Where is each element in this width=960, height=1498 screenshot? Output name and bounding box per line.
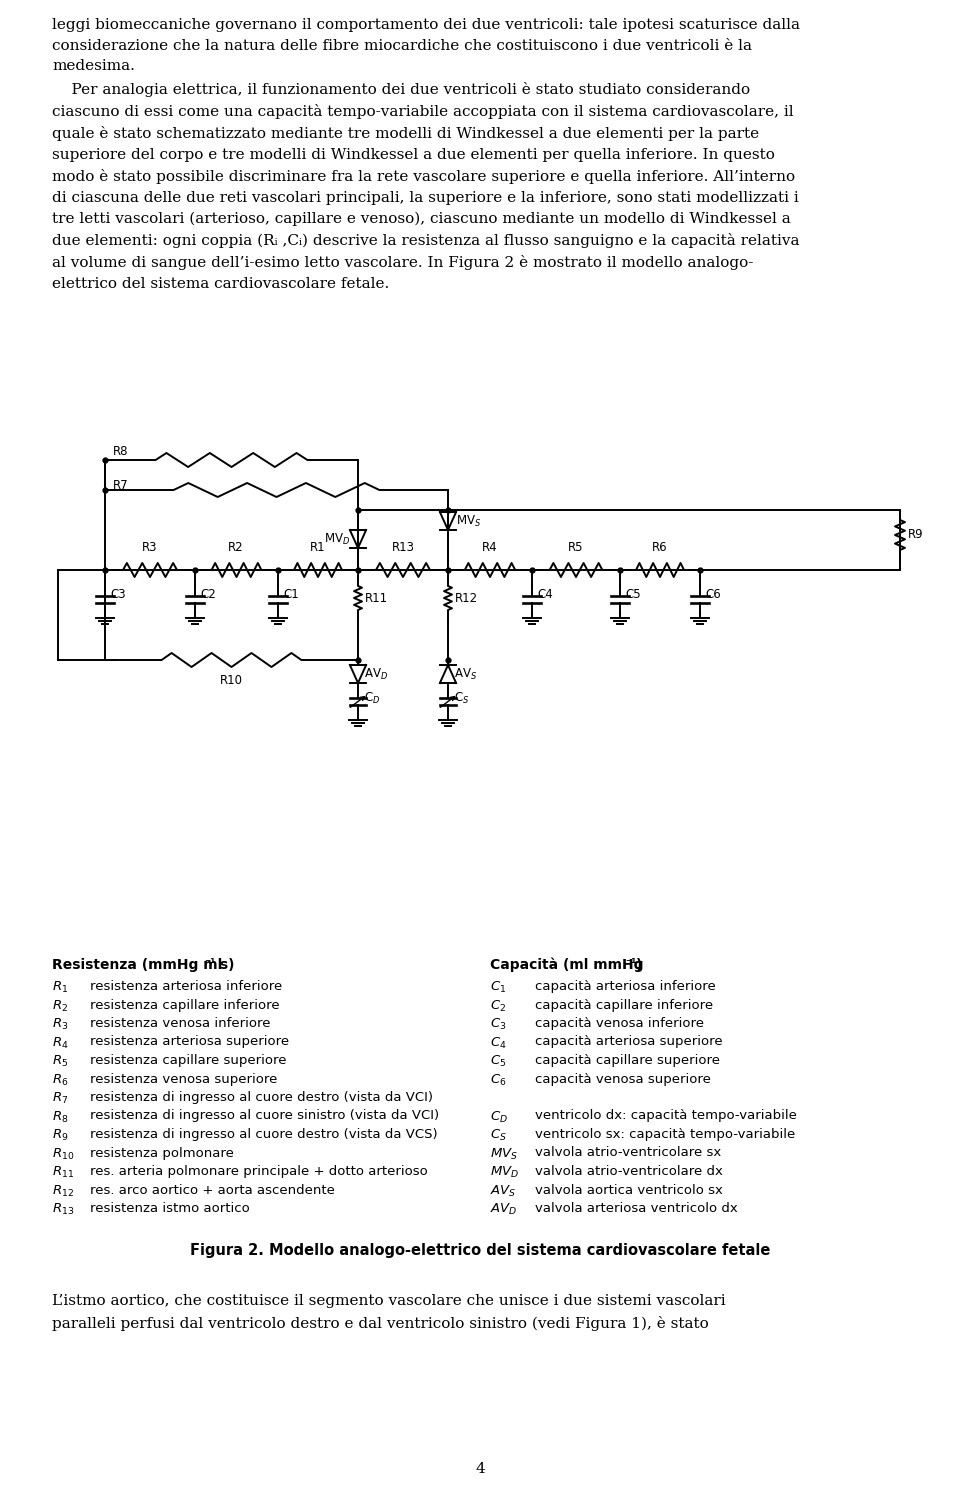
Text: resistenza istmo aortico: resistenza istmo aortico [90, 1201, 250, 1215]
Text: C4: C4 [537, 587, 553, 601]
Text: C$_S$: C$_S$ [454, 691, 469, 706]
Text: capacità arteriosa inferiore: capacità arteriosa inferiore [535, 980, 716, 993]
Text: AV$_S$: AV$_S$ [454, 667, 477, 682]
Text: resistenza capillare superiore: resistenza capillare superiore [90, 1055, 286, 1067]
Text: resistenza di ingresso al cuore sinistro (vista da VCI): resistenza di ingresso al cuore sinistro… [90, 1110, 439, 1122]
Text: C2: C2 [200, 587, 216, 601]
Text: $\mathit{R_{11}}$: $\mathit{R_{11}}$ [52, 1165, 74, 1180]
Text: AV$_D$: AV$_D$ [364, 667, 388, 682]
Text: $\mathit{R_5}$: $\mathit{R_5}$ [52, 1055, 68, 1070]
Text: capacità capillare inferiore: capacità capillare inferiore [535, 999, 713, 1011]
Text: capacità capillare superiore: capacità capillare superiore [535, 1055, 720, 1067]
Text: capacità venosa superiore: capacità venosa superiore [535, 1073, 710, 1086]
Text: ⁻¹: ⁻¹ [625, 957, 636, 971]
Text: res. arteria polmonare principale + dotto arterioso: res. arteria polmonare principale + dott… [90, 1165, 428, 1177]
Text: L’istmo aortico, che costituisce il segmento vascolare che unisce i due sistemi : L’istmo aortico, che costituisce il segm… [52, 1294, 726, 1330]
Text: $\mathit{AV_D}$: $\mathit{AV_D}$ [490, 1201, 517, 1216]
Text: MV$_D$: MV$_D$ [324, 532, 350, 547]
Text: R13: R13 [392, 541, 415, 554]
Text: Resistenza (mmHg ml: Resistenza (mmHg ml [52, 959, 223, 972]
Text: $\mathit{R_3}$: $\mathit{R_3}$ [52, 1017, 68, 1032]
Text: leggi biomeccaniche governano il comportamento dei due ventricoli: tale ipotesi : leggi biomeccaniche governano il comport… [52, 18, 800, 73]
Text: R2: R2 [228, 541, 244, 554]
Text: s): s) [215, 959, 234, 972]
Text: $\mathit{R_{13}}$: $\mathit{R_{13}}$ [52, 1201, 74, 1216]
Text: R12: R12 [455, 592, 478, 605]
Text: C6: C6 [705, 587, 721, 601]
Text: R11: R11 [365, 592, 388, 605]
Text: C3: C3 [110, 587, 126, 601]
Text: $\mathit{R_8}$: $\mathit{R_8}$ [52, 1110, 68, 1125]
Text: ventricolo sx: capacità tempo-variabile: ventricolo sx: capacità tempo-variabile [535, 1128, 795, 1141]
Text: valvola aortica ventricolo sx: valvola aortica ventricolo sx [535, 1183, 723, 1197]
Text: $\mathit{C_D}$: $\mathit{C_D}$ [490, 1110, 508, 1125]
Text: valvola atrio-ventricolare dx: valvola atrio-ventricolare dx [535, 1165, 723, 1177]
Text: $\mathit{C_3}$: $\mathit{C_3}$ [490, 1017, 506, 1032]
Text: $\mathit{C_4}$: $\mathit{C_4}$ [490, 1035, 507, 1050]
Text: capacità arteriosa superiore: capacità arteriosa superiore [535, 1035, 723, 1049]
Text: $\mathit{R_1}$: $\mathit{R_1}$ [52, 980, 68, 995]
Text: resistenza di ingresso al cuore destro (vista da VCI): resistenza di ingresso al cuore destro (… [90, 1091, 433, 1104]
Text: capacità venosa inferiore: capacità venosa inferiore [535, 1017, 704, 1031]
Text: ): ) [636, 959, 642, 972]
Text: resistenza arteriosa superiore: resistenza arteriosa superiore [90, 1035, 289, 1049]
Text: valvola arteriosa ventricolo dx: valvola arteriosa ventricolo dx [535, 1201, 737, 1215]
Text: $\mathit{R_{10}}$: $\mathit{R_{10}}$ [52, 1146, 74, 1161]
Text: $\mathit{C_S}$: $\mathit{C_S}$ [490, 1128, 507, 1143]
Text: R3: R3 [142, 541, 157, 554]
Text: R6: R6 [652, 541, 668, 554]
Text: R1: R1 [310, 541, 325, 554]
Text: $\mathit{MV_S}$: $\mathit{MV_S}$ [490, 1146, 518, 1161]
Text: C$_D$: C$_D$ [364, 691, 380, 706]
Text: 4: 4 [475, 1462, 485, 1476]
Text: $\mathit{MV_D}$: $\mathit{MV_D}$ [490, 1165, 519, 1180]
Text: resistenza capillare inferiore: resistenza capillare inferiore [90, 999, 279, 1011]
Text: Per analogia elettrica, il funzionamento dei due ventricoli è stato studiato con: Per analogia elettrica, il funzionamento… [52, 82, 800, 291]
Text: resistenza venosa inferiore: resistenza venosa inferiore [90, 1017, 271, 1031]
Text: $\mathit{C_1}$: $\mathit{C_1}$ [490, 980, 506, 995]
Text: Capacità (ml mmHg: Capacità (ml mmHg [490, 959, 643, 972]
Text: $\mathit{C_6}$: $\mathit{C_6}$ [490, 1073, 507, 1088]
Text: $\mathit{R_4}$: $\mathit{R_4}$ [52, 1035, 68, 1050]
Text: $\mathit{R_{12}}$: $\mathit{R_{12}}$ [52, 1183, 74, 1198]
Text: ventricolo dx: capacità tempo-variabile: ventricolo dx: capacità tempo-variabile [535, 1110, 797, 1122]
Text: C5: C5 [625, 587, 640, 601]
Text: R9: R9 [908, 529, 924, 541]
Text: $\mathit{AV_S}$: $\mathit{AV_S}$ [490, 1183, 516, 1198]
Text: resistenza arteriosa inferiore: resistenza arteriosa inferiore [90, 980, 282, 993]
Text: $\mathit{R_9}$: $\mathit{R_9}$ [52, 1128, 68, 1143]
Text: valvola atrio-ventricolare sx: valvola atrio-ventricolare sx [535, 1146, 721, 1159]
Text: R7: R7 [113, 479, 129, 491]
Text: resistenza polmonare: resistenza polmonare [90, 1146, 234, 1159]
Text: $\mathit{C_5}$: $\mathit{C_5}$ [490, 1055, 506, 1070]
Text: Figura 2. Modello analogo-elettrico del sistema cardiovascolare fetale: Figura 2. Modello analogo-elettrico del … [190, 1242, 770, 1257]
Text: resistenza di ingresso al cuore destro (vista da VCS): resistenza di ingresso al cuore destro (… [90, 1128, 438, 1141]
Text: R4: R4 [482, 541, 498, 554]
Text: $\mathit{R_2}$: $\mathit{R_2}$ [52, 999, 68, 1014]
Text: R10: R10 [220, 674, 243, 688]
Text: R5: R5 [568, 541, 584, 554]
Text: MV$_S$: MV$_S$ [456, 514, 481, 529]
Text: resistenza venosa superiore: resistenza venosa superiore [90, 1073, 277, 1086]
Text: $\mathit{R_7}$: $\mathit{R_7}$ [52, 1091, 68, 1106]
Text: $\mathit{C_2}$: $\mathit{C_2}$ [490, 999, 506, 1014]
Text: R8: R8 [113, 445, 129, 458]
Text: ⁻¹: ⁻¹ [204, 957, 215, 971]
Text: res. arco aortico + aorta ascendente: res. arco aortico + aorta ascendente [90, 1183, 335, 1197]
Text: $\mathit{R_6}$: $\mathit{R_6}$ [52, 1073, 68, 1088]
Text: C1: C1 [283, 587, 299, 601]
